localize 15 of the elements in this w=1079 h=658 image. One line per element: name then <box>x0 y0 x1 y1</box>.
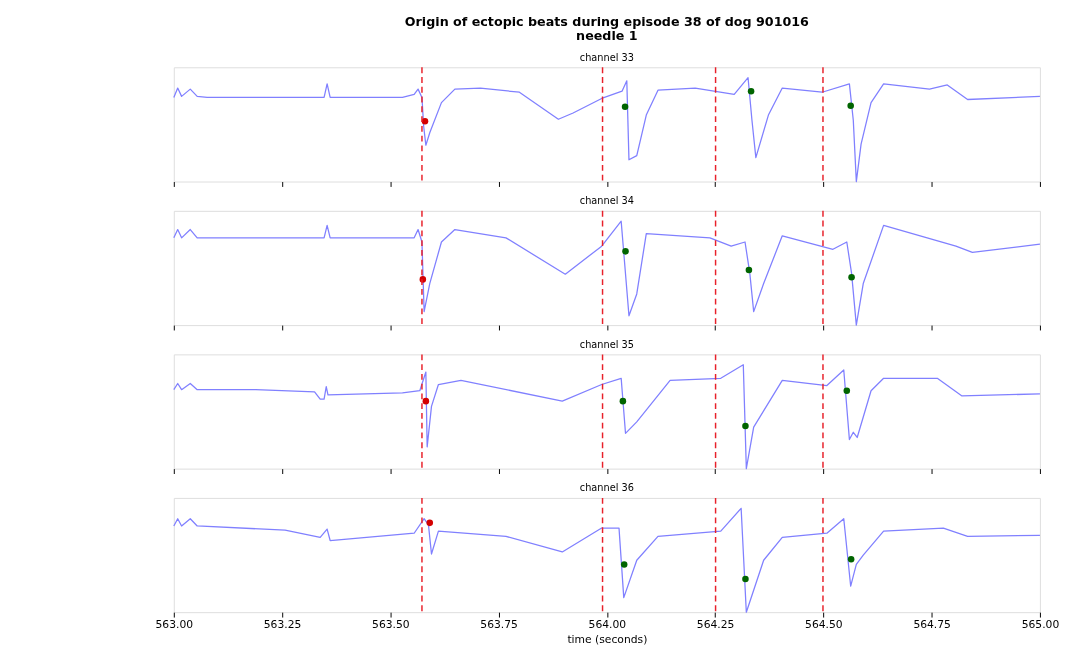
chart-title: channel 34 <box>579 195 634 207</box>
text: Origin of ectopic beats during episode 38 of dog 901016 <box>404 14 810 30</box>
x-tick-label: 564.00 <box>588 618 627 632</box>
chart-title: channel 33 <box>579 51 634 63</box>
x-tick-label: 564.25 <box>696 618 735 632</box>
chart-title: channel 35 <box>579 338 634 350</box>
x-tick-label: 564.50 <box>805 618 843 632</box>
x-tick-label: 564.75 <box>913 618 951 632</box>
x-tick-label: 565.00 <box>1021 618 1060 632</box>
x-tick-label: 563.75 <box>480 618 518 632</box>
x-tick-label: 563.25 <box>263 618 302 632</box>
chart-title: channel 36 <box>579 482 634 494</box>
x-tick-label: 563.00 <box>155 618 194 632</box>
x-axis-title: time (seconds) <box>567 632 648 646</box>
x-tick-label: 563.50 <box>372 618 410 632</box>
